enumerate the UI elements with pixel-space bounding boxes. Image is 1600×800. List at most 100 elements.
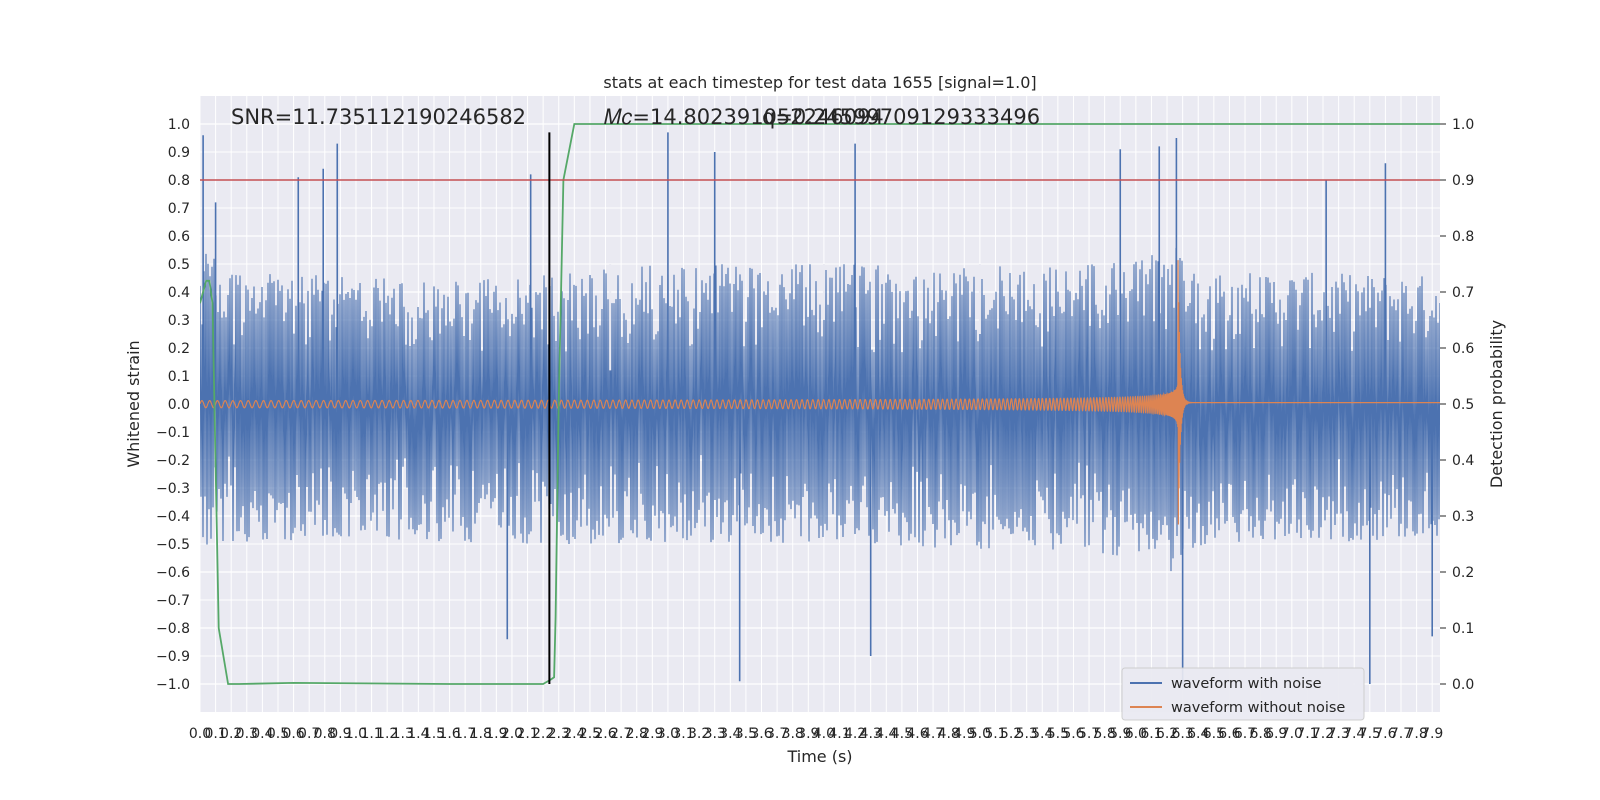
- legend-label-clean: waveform without noise: [1171, 700, 1345, 716]
- x-tick-label: 5.6: [1062, 726, 1084, 742]
- annotation-q: q=0.24599709129333496: [762, 105, 1040, 129]
- y-tick-label: 0.8: [168, 173, 190, 189]
- x-tick-label: 1.8: [470, 726, 492, 742]
- x-tick-label: 4.3: [860, 726, 882, 742]
- x-tick-label: 3.4: [719, 726, 741, 742]
- chart-title: stats at each timestep for test data 165…: [603, 73, 1036, 92]
- x-tick-label: 6.1: [1140, 726, 1162, 742]
- chirp-trace: [200, 260, 1440, 525]
- x-tick-label: 0.9: [329, 726, 351, 742]
- x-tick-label: 7.0: [1281, 726, 1303, 742]
- legend-box: [1121, 667, 1365, 721]
- y-right-tick-label: 0.2: [1452, 565, 1474, 581]
- x-tick-label: 0.3: [236, 726, 258, 742]
- x-tick-label: 0.7: [298, 726, 320, 742]
- series-waveform-with-noise: [200, 132, 1440, 684]
- x-axis-label: Time (s): [786, 747, 852, 766]
- x-tick-label: 6.4: [1187, 726, 1209, 742]
- x-tick-label: 5.0: [969, 726, 991, 742]
- x-tick-label: 2.3: [548, 726, 570, 742]
- x-tick-label: 5.4: [1031, 726, 1053, 742]
- x-tick-label: 2.0: [501, 726, 523, 742]
- x-tick-label: 0.2: [220, 726, 242, 742]
- y-tick-label: −0.1: [156, 425, 190, 441]
- x-tick-label: 6.7: [1234, 726, 1256, 742]
- x-tick-label: 3.7: [766, 726, 788, 742]
- x-tick-label: 7.9: [1421, 726, 1443, 742]
- series-waveform-without-noise: [200, 260, 1440, 525]
- y-tick-label: 0.2: [168, 341, 190, 357]
- y-right-tick-label: 0.9: [1452, 173, 1474, 189]
- detection-probability-line: [200, 123, 1440, 685]
- x-tick-label: 2.4: [563, 726, 585, 742]
- x-tick-label: 4.5: [891, 726, 913, 742]
- x-tick-label: 5.1: [984, 726, 1006, 742]
- x-tick-label: 1.2: [376, 726, 398, 742]
- x-tick-label: 4.4: [875, 726, 897, 742]
- y-right-tick-label: 1.0: [1452, 117, 1474, 133]
- x-tick-label: 1.6: [438, 726, 460, 742]
- y-tick-label: 1.0: [168, 117, 190, 133]
- y-tick-label: −1.0: [156, 677, 190, 693]
- x-tick-label: 0.8: [314, 726, 336, 742]
- x-tick-label: 3.1: [672, 726, 694, 742]
- legend: waveform with noise waveform without noi…: [1121, 667, 1365, 721]
- x-tick-label: 3.3: [704, 726, 726, 742]
- x-tick-label: 6.3: [1172, 726, 1194, 742]
- x-tick-label: 3.2: [688, 726, 710, 742]
- x-tick-label: 0.1: [204, 726, 226, 742]
- y-tick-label: 0.0: [168, 397, 190, 413]
- x-tick-label: 6.5: [1203, 726, 1225, 742]
- y-tick-label: −0.9: [156, 649, 190, 665]
- x-tick-label: 7.1: [1296, 726, 1318, 742]
- x-tick-label: 4.7: [922, 726, 944, 742]
- y-tick-label: 0.1: [168, 369, 190, 385]
- x-tick-label: 5.9: [1109, 726, 1131, 742]
- x-tick-label: 2.6: [594, 726, 616, 742]
- x-tick-label: 4.2: [844, 726, 866, 742]
- series-layer: [200, 123, 1440, 685]
- x-tick-label: 4.1: [828, 726, 850, 742]
- x-tick-label: 6.0: [1125, 726, 1147, 742]
- y-tick-label: 0.5: [168, 257, 190, 273]
- y-axis-label: Whitened strain: [124, 340, 143, 467]
- x-tick-label: 3.6: [750, 726, 772, 742]
- x-tick-label: 1.9: [485, 726, 507, 742]
- y-tick-label: −0.5: [156, 537, 190, 553]
- x-tick-label: 1.5: [423, 726, 445, 742]
- x-tick-label: 6.9: [1265, 726, 1287, 742]
- x-tick-label: 3.8: [782, 726, 804, 742]
- x-tick-label: 7.8: [1405, 726, 1427, 742]
- x-tick-label: 1.4: [407, 726, 429, 742]
- x-tick-label: 0.5: [267, 726, 289, 742]
- x-tick-label: 7.3: [1327, 726, 1349, 742]
- x-tick-label: 1.0: [345, 726, 367, 742]
- y-tick-label: 0.6: [168, 229, 190, 245]
- y-tick-label: −0.4: [156, 509, 190, 525]
- y-right-tick-label: 0.4: [1452, 453, 1474, 469]
- x-tick-label: 2.5: [579, 726, 601, 742]
- x-tick-label: 5.2: [1000, 726, 1022, 742]
- x-tick-label: 5.5: [1047, 726, 1069, 742]
- x-tick-label: 4.0: [813, 726, 835, 742]
- x-tick-label: 7.2: [1312, 726, 1334, 742]
- noise-trace: [200, 247, 1440, 572]
- y-right-axis-label: Detection probability: [1487, 320, 1506, 488]
- y-right-tick-label: 0.8: [1452, 229, 1474, 245]
- x-tick-label: 1.7: [454, 726, 476, 742]
- x-tick-label: 6.2: [1156, 726, 1178, 742]
- y-tick-label: −0.8: [156, 621, 190, 637]
- x-tick-label: 0.4: [251, 726, 273, 742]
- x-tick-label: 3.0: [657, 726, 679, 742]
- x-tick-label: 7.4: [1343, 726, 1365, 742]
- x-tick-label: 5.3: [1016, 726, 1038, 742]
- x-tick-label: 7.6: [1374, 726, 1396, 742]
- y-right-tick-label: 0.3: [1452, 509, 1474, 525]
- x-tick-label: 2.8: [626, 726, 648, 742]
- x-tick-label: 5.7: [1078, 726, 1100, 742]
- y-right-tick-label: 0.6: [1452, 341, 1474, 357]
- x-tick-label: 0.0: [189, 726, 211, 742]
- y-tick-label: −0.2: [156, 453, 190, 469]
- y-tick-label: −0.3: [156, 481, 190, 497]
- x-tick-label: 6.8: [1249, 726, 1271, 742]
